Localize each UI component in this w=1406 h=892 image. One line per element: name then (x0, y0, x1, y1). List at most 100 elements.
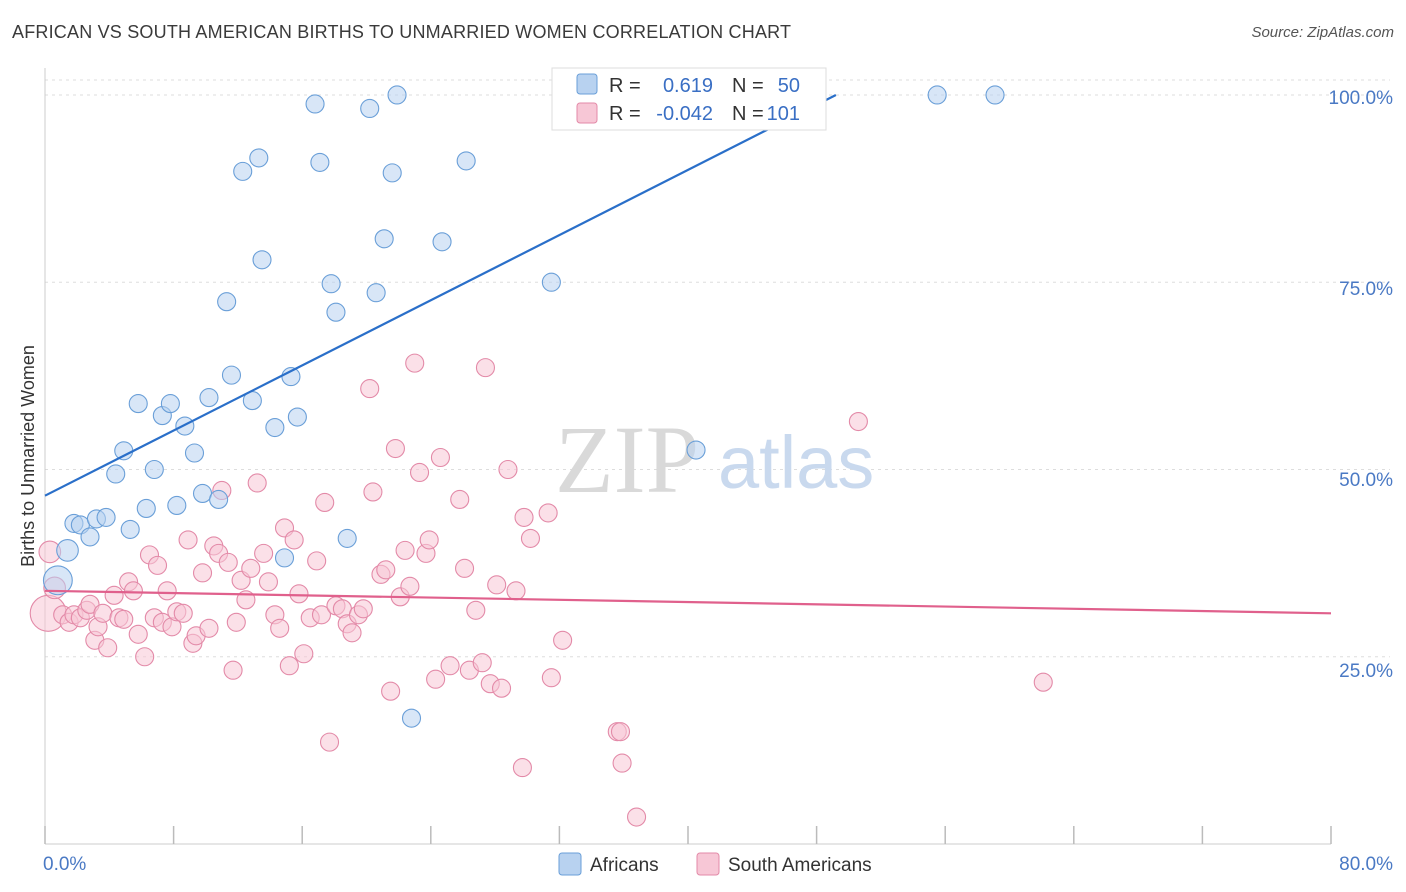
south-americans-point (520, 528, 541, 548)
south-americans-point (270, 618, 290, 638)
x-ticks (44, 826, 1332, 844)
south-americans-point (311, 605, 332, 625)
africans-point (274, 548, 295, 568)
south-americans-point (247, 473, 267, 493)
south-americans-point (487, 575, 507, 595)
south-americans-point (475, 358, 496, 378)
legend-bottom-africans-label: Africans (590, 855, 659, 876)
legend-africans-r-value: 0.619 (663, 75, 713, 97)
africans-point (217, 292, 237, 312)
legend-south-swatch (576, 102, 598, 124)
africans-point (541, 272, 561, 292)
south-americans-point (553, 630, 573, 650)
south-americans-trend-line (44, 589, 1332, 615)
chart-title: AFRICAN VS SOUTH AMERICAN BIRTHS TO UNMA… (12, 22, 792, 42)
south-americans-point (498, 459, 518, 480)
africans-point (120, 519, 140, 539)
legend-top-box (551, 67, 827, 131)
south-americans-point (455, 558, 475, 578)
y-tick-label: 100.0% (1329, 88, 1394, 109)
south-americans-point (218, 552, 238, 572)
legend-bottom-africans-swatch (558, 852, 582, 876)
south-americans-point (279, 656, 299, 676)
africans-points (42, 85, 1005, 728)
south-americans-point (627, 807, 647, 827)
africans-point (432, 232, 452, 252)
africans-point (42, 565, 73, 596)
south-americans-point (173, 603, 193, 623)
south-americans-point (98, 638, 118, 658)
africans-point (114, 441, 134, 461)
x-tick-label-max: 80.0% (1339, 854, 1393, 875)
south-americans-point (114, 609, 134, 629)
south-americans-point (610, 722, 631, 742)
africans-trend-line (44, 93, 837, 497)
africans-point (337, 528, 357, 548)
legend-bottom: Africans South Americans (558, 852, 872, 876)
legend-bottom-south-swatch (696, 852, 720, 876)
africans-point (366, 283, 386, 303)
south-americans-point (400, 576, 420, 596)
south-americans-point (385, 438, 405, 459)
africans-point (374, 229, 394, 249)
y-tick-label: 50.0% (1339, 470, 1393, 491)
africans-point (252, 250, 272, 270)
africans-point (209, 489, 229, 510)
south-americans-point (381, 681, 401, 701)
south-americans-point (491, 678, 512, 698)
legend-africans-n-label: N = (732, 75, 764, 97)
south-americans-point (128, 624, 148, 644)
legend-south-n-value: 101 (767, 103, 800, 125)
africans-point (167, 495, 187, 515)
africans-point (985, 85, 1005, 105)
south-americans-point (307, 551, 327, 571)
south-americans-point (258, 572, 278, 592)
south-americans-point (135, 647, 155, 667)
legend-africans-swatch (576, 73, 598, 95)
south-americans-point (405, 353, 425, 373)
south-americans-point (541, 668, 561, 688)
south-americans-point (104, 585, 124, 605)
africans-point (128, 394, 148, 414)
south-americans-point (848, 412, 868, 432)
africans-point (80, 527, 100, 547)
south-americans-point (472, 653, 492, 673)
south-americans-point (226, 612, 246, 632)
legend-africans-n-value: 50 (778, 75, 800, 97)
south-americans-point (123, 581, 143, 601)
south-americans-point (440, 656, 460, 676)
south-americans-point (538, 503, 558, 523)
south-americans-point (315, 492, 335, 512)
africans-point (326, 302, 346, 322)
africans-point (360, 98, 380, 119)
source-label: Source: ZipAtlas.com (1251, 24, 1394, 41)
africans-point (382, 163, 402, 183)
south-americans-point (319, 732, 340, 752)
south-americans-point (223, 660, 243, 680)
legend-south-n-label: N = (732, 103, 764, 125)
africans-point (686, 440, 706, 460)
south-americans-point (93, 603, 113, 623)
legend-bottom-south-label: South Americans (728, 855, 872, 876)
africans-point (106, 464, 126, 484)
x-tick-label-min: 0.0% (43, 854, 86, 875)
africans-point (321, 274, 341, 294)
africans-point (199, 388, 219, 408)
south-americans-point (450, 489, 470, 510)
south-americans-point (284, 530, 304, 550)
africans-point (160, 394, 180, 414)
watermark-atlas: atlas (718, 421, 874, 504)
south-americans-point (147, 555, 168, 575)
south-americans-point (192, 563, 213, 583)
y-tick-label: 75.0% (1339, 279, 1393, 300)
south-americans-point (426, 669, 446, 689)
south-americans-point (430, 447, 450, 468)
africans-point (305, 94, 325, 114)
south-americans-point (289, 584, 309, 604)
south-americans-point (506, 581, 526, 601)
south-americans-points (29, 353, 1053, 827)
south-americans-point (376, 560, 396, 580)
south-americans-point (157, 581, 177, 601)
south-americans-point (353, 599, 373, 619)
